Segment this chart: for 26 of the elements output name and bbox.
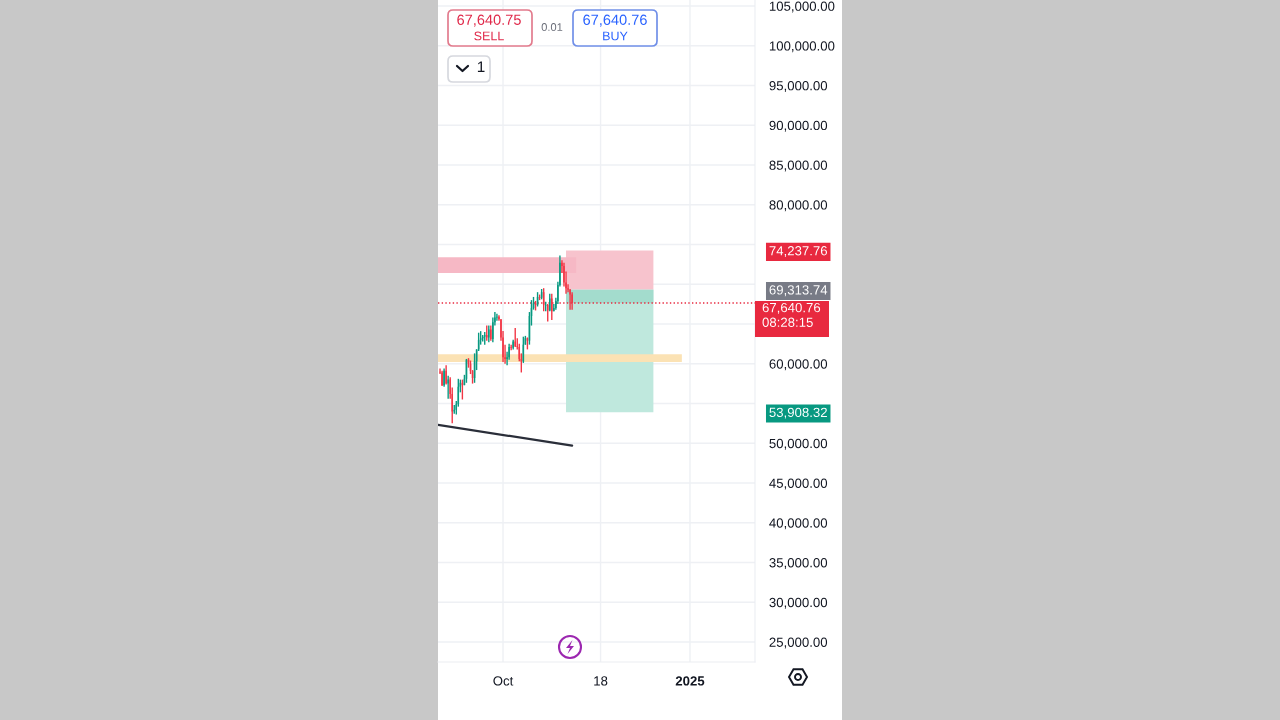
annotation: BUY bbox=[603, 31, 628, 41]
y-tick-label: 45,000.00 bbox=[769, 478, 828, 490]
y-tick-label: 50,000.00 bbox=[769, 438, 828, 450]
annotation: 67,640.75 bbox=[457, 14, 521, 27]
y-tick-label: 30,000.00 bbox=[769, 597, 828, 609]
y-tick-label: 74,237.76 bbox=[769, 246, 828, 257]
annotation: 1 bbox=[477, 61, 485, 72]
annotation: 67,640.76 bbox=[583, 14, 647, 27]
ref-line-label: 67,640.76 08:28:15 bbox=[762, 302, 821, 327]
y-tick-label: 60,000.00 bbox=[769, 359, 828, 371]
y-tick-label: 105,000.00 bbox=[769, 1, 835, 13]
y-tick-label: 90,000.00 bbox=[769, 120, 828, 132]
y-tick-label: 35,000.00 bbox=[769, 558, 828, 569]
y-tick-label: 95,000.00 bbox=[769, 81, 828, 92]
y-tick-label: 25,000.00 bbox=[769, 637, 828, 649]
annotation: 0.01 bbox=[541, 23, 563, 31]
x-tick-label: 18 bbox=[594, 676, 608, 686]
y-tick-label: 85,000.00 bbox=[769, 160, 828, 172]
y-tick-label: 100,000.00 bbox=[769, 41, 835, 53]
y-tick-label: 69,313.74 bbox=[769, 285, 828, 297]
y-tick-label: 53,908.32 bbox=[769, 407, 827, 419]
x-tick-label: Oct bbox=[493, 676, 514, 686]
y-tick-label: 40,000.00 bbox=[769, 518, 828, 530]
annotation: SELL bbox=[474, 31, 504, 41]
x-tick-label: 2025 bbox=[675, 676, 705, 686]
y-tick-label: 80,000.00 bbox=[769, 200, 828, 212]
